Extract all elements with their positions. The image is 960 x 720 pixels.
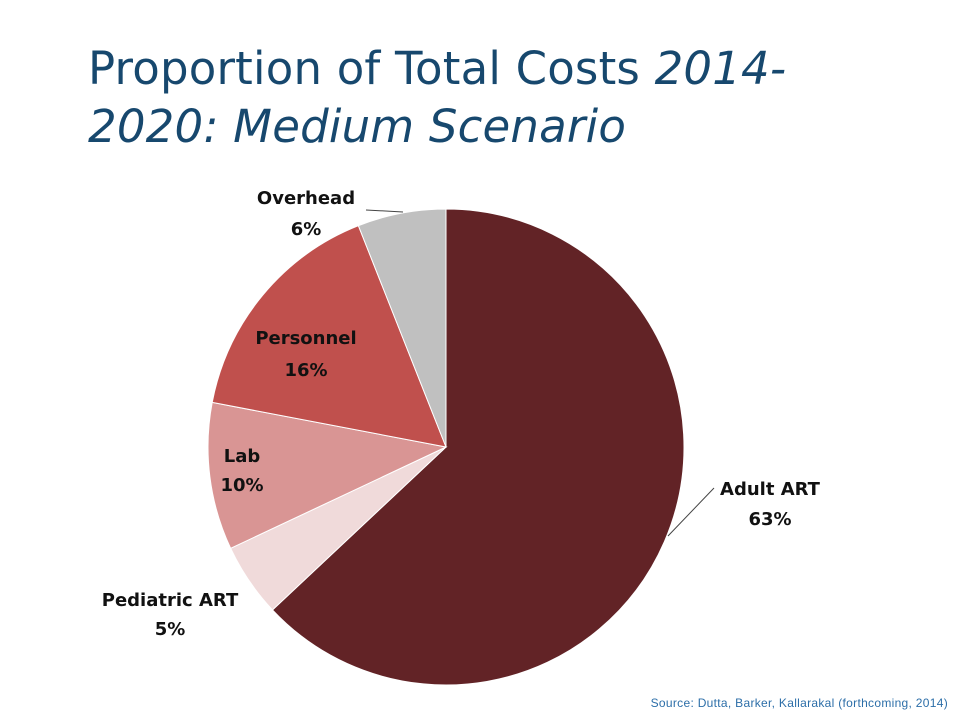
title-italic-scenario: 2020: Medium Scenario (88, 100, 627, 153)
slice-label-lab: Lab (224, 446, 261, 467)
slide-title: Proportion of Total Costs 2014- 2020: Me… (88, 40, 888, 156)
pie-slice-personnel (211, 225, 447, 448)
slice-label-adult-art: Adult ART (720, 479, 821, 500)
source-citation: Source: Dutta, Barker, Kallarakal (forth… (650, 696, 948, 710)
pie-slice-lab (207, 401, 448, 550)
title-plain: Proportion of Total Costs (88, 42, 655, 95)
title-italic-year: 2014- (654, 42, 787, 95)
slice-value-lab: 10% (220, 475, 263, 496)
slice-label-personnel: Personnel (255, 328, 356, 349)
leader-line-overhead (365, 209, 404, 213)
slice-label-pediatric-art: Pediatric ART (102, 590, 239, 611)
slice-value-pediatric-art: 5% (155, 619, 186, 640)
slice-value-personnel: 16% (284, 360, 327, 381)
slice-value-overhead: 6% (291, 219, 322, 240)
leader-line-adult-art (667, 487, 715, 537)
pie-slice-adult-art (271, 208, 685, 686)
pie-slice-overhead (357, 208, 447, 448)
slice-label-overhead: Overhead (257, 188, 355, 209)
slice-value-adult-art: 63% (748, 509, 791, 530)
